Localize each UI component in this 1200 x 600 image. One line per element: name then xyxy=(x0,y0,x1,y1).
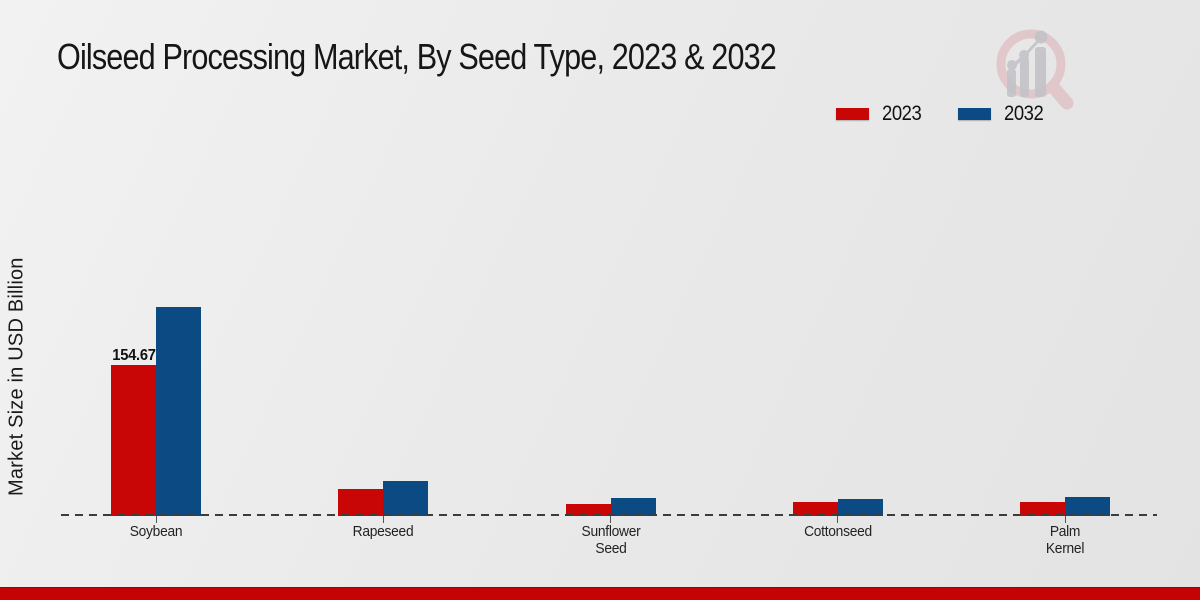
bar-2023-palm-kernel xyxy=(1020,502,1065,516)
bar-2032-cottonseed xyxy=(837,499,883,516)
bar-value-label: 154.67 xyxy=(111,347,156,364)
legend-label-2032: 2032 xyxy=(1003,102,1044,125)
bar-2023-soybean xyxy=(111,365,156,516)
legend-swatch-2032 xyxy=(957,108,991,120)
x-axis-dashed-line xyxy=(61,514,1157,516)
category-label-soybean: Soybean xyxy=(129,523,183,540)
chart-title: Oilseed Processing Market, By Seed Type,… xyxy=(57,36,777,77)
x-axis-tick xyxy=(155,516,157,523)
legend-swatch-2023 xyxy=(836,108,869,120)
category-label-rapeseed: Rapeseed xyxy=(352,523,414,540)
legend-label-2023: 2023 xyxy=(882,102,922,125)
category-label-sunflower-seed: Sunflower Seed xyxy=(581,523,640,557)
bar-2032-rapeseed xyxy=(383,481,429,516)
footer-accent-bar xyxy=(0,587,1200,600)
bar-2023-sunflower-seed xyxy=(565,504,611,516)
bar-2032-soybean xyxy=(156,307,201,516)
bar-2032-sunflower-seed xyxy=(610,498,656,516)
bar-2023-rapeseed xyxy=(338,489,384,516)
category-label-palm-kernel: Palm Kernel xyxy=(1045,523,1085,557)
magnifier-bar-chart-logo-icon xyxy=(996,29,1074,110)
x-axis-tick xyxy=(1064,516,1066,523)
bar-2032-palm-kernel xyxy=(1065,497,1110,516)
legend: 2023 2032 xyxy=(836,101,1079,127)
x-axis-tick xyxy=(382,516,384,523)
bar-2023-cottonseed xyxy=(792,502,838,516)
x-axis-tick xyxy=(610,516,611,523)
x-axis-tick xyxy=(837,516,839,523)
category-label-cottonseed: Cottonseed xyxy=(803,523,872,540)
